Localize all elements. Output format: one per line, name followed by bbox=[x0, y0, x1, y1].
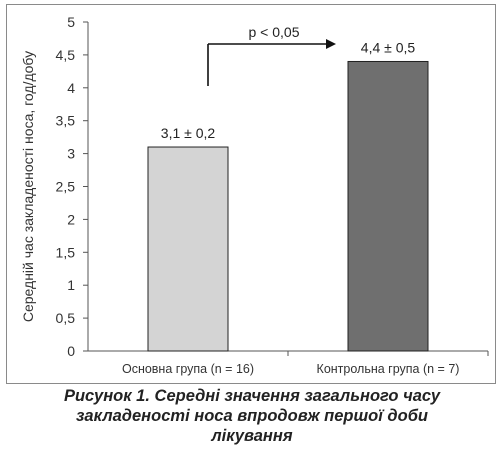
annotation-arrowhead bbox=[326, 39, 336, 49]
y-tick-label: 3 bbox=[67, 146, 75, 162]
data-label: 4,4 ± 0,5 bbox=[361, 39, 416, 55]
p-value-label: p < 0,05 bbox=[249, 24, 300, 40]
x-category-label: Основна група (n = 16) bbox=[122, 362, 254, 376]
y-tick-label: 5 bbox=[67, 14, 75, 30]
bars bbox=[147, 60, 429, 352]
figure-caption: Рисунок 1. Середні значення загального ч… bbox=[0, 386, 504, 446]
y-axis-title: Середній час закладеності носа, год/добу bbox=[20, 51, 36, 322]
y-tick-label: 4,5 bbox=[56, 47, 76, 63]
y-tick-label: 2,5 bbox=[56, 179, 76, 195]
caption-line-1: Рисунок 1. Середні значення загального ч… bbox=[63, 387, 441, 405]
significance-annotation: p < 0,05 bbox=[207, 24, 336, 86]
y-tick-label: 1,5 bbox=[56, 244, 76, 260]
caption-line-3: лікування bbox=[211, 427, 293, 445]
y-tick-label: 0 bbox=[67, 343, 75, 359]
y-tick-label: 2 bbox=[67, 211, 75, 227]
data-labels: 3,1 ± 0,2 4,4 ± 0,5 bbox=[161, 39, 416, 141]
y-tick-label: 1 bbox=[67, 277, 75, 293]
axes: 0 0,5 1 1,5 2 2,5 3 3,5 4 4,5 5 Середній час заклад… bbox=[20, 14, 489, 376]
caption-line-2: закладеності носа впродовж першої доби bbox=[75, 407, 429, 425]
bar bbox=[147, 146, 229, 352]
y-tick-label: 4 bbox=[67, 80, 75, 96]
y-tick-label: 0,5 bbox=[56, 310, 76, 326]
x-category-label: Контрольна група (n = 7) bbox=[317, 362, 460, 376]
bar-chart: 0 0,5 1 1,5 2 2,5 3 3,5 4 4,5 5 Середній час заклад… bbox=[20, 14, 489, 376]
y-tick-label: 3,5 bbox=[56, 113, 76, 129]
bar bbox=[347, 60, 429, 352]
data-label: 3,1 ± 0,2 bbox=[161, 125, 216, 141]
